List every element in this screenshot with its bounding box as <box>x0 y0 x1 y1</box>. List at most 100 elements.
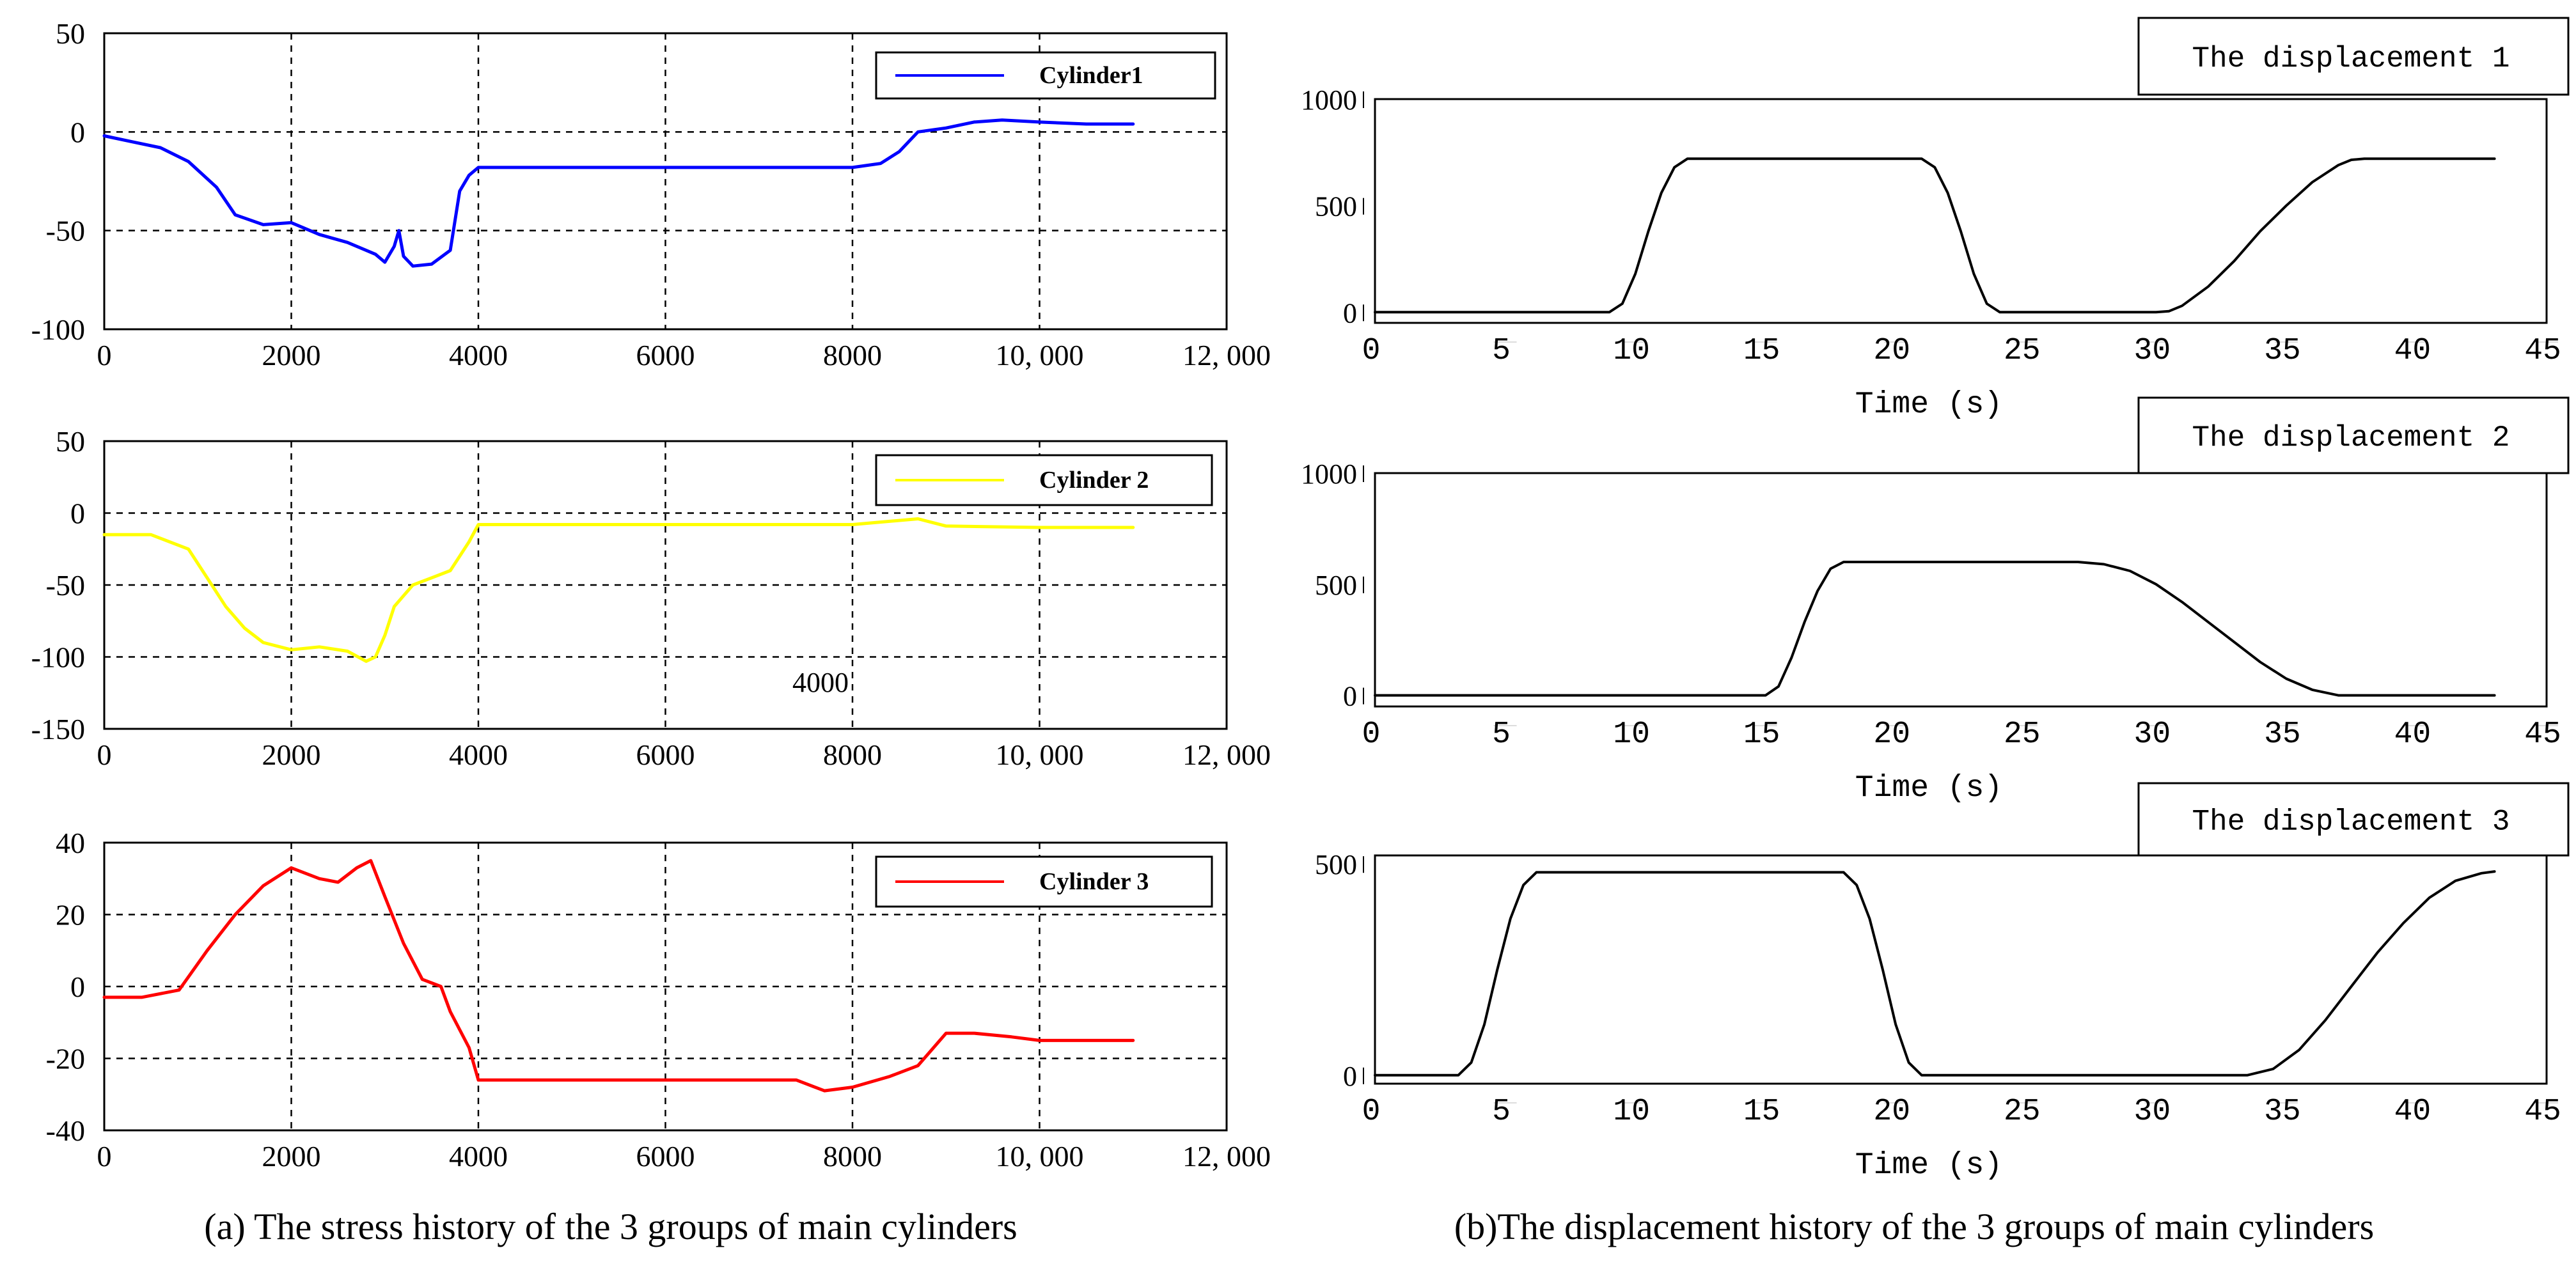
x-tick-label: 0 <box>1362 334 1381 368</box>
stray-label: 4000 <box>792 667 849 698</box>
x-axis-label: Time (s) <box>1855 1148 2002 1183</box>
x-tick-label: 5 <box>1492 334 1511 368</box>
x-tick-label: 15 <box>1743 334 1780 368</box>
x-tick-label: 40 <box>2394 334 2431 368</box>
x-tick-label: 40 <box>2394 1095 2431 1129</box>
x-tick-label: 35 <box>2264 1095 2301 1129</box>
x-tick-label: 4000 <box>449 1140 508 1173</box>
x-tick-label: 30 <box>2134 334 2171 368</box>
x-tick-label: 10 <box>1613 334 1650 368</box>
y-tick-label: 0 <box>70 971 85 1003</box>
x-tick-label: 12, 000 <box>1182 738 1271 771</box>
x-axis-label: Time (s) <box>1855 387 2002 422</box>
series-line <box>1374 157 2496 314</box>
x-tick-label: 35 <box>2264 717 2301 752</box>
y-tick-label: -100 <box>31 641 85 674</box>
legend-label: The displacement 1 <box>2192 42 2510 75</box>
y-tick-label: 0 <box>1343 1061 1357 1092</box>
legend-label: Cylinder 3 <box>1039 868 1149 895</box>
x-tick-label: 20 <box>1873 717 1910 752</box>
x-tick-label: 45 <box>2524 717 2561 752</box>
x-tick-label: 45 <box>2524 334 2561 368</box>
y-tick-label: -100 <box>31 313 85 346</box>
x-tick-label: 8000 <box>823 1140 882 1173</box>
chart-layer: 0 2000 4000 6000 8000 10, 000 12, 000500-50-10… <box>31 17 2570 1183</box>
y-tick-label: 500 <box>1315 191 1357 222</box>
x-tick-label: 45 <box>2524 1095 2561 1129</box>
series-line <box>102 517 1135 663</box>
y-tick-label: -40 <box>46 1114 85 1147</box>
chart-disp3: 0 5 10 15 20 25 30 35 40 45 500 0 The displacement 3… <box>1315 782 2570 1183</box>
x-tick-label: 6000 <box>636 738 695 771</box>
legend-label: Cylinder1 <box>1039 62 1143 89</box>
plot-area <box>1374 854 2548 1085</box>
y-tick-label: -150 <box>31 713 85 745</box>
x-tick-label: 0 <box>1362 1095 1381 1129</box>
x-tick-label: 0 <box>97 339 112 371</box>
legend-label: The displacement 3 <box>2192 806 2510 839</box>
x-tick-label: 20 <box>1873 1095 1910 1129</box>
x-tick-label: 8000 <box>823 339 882 371</box>
x-tick-label: 35 <box>2264 334 2301 368</box>
x-tick-label: 4000 <box>449 738 508 771</box>
x-tick-label: 2000 <box>262 1140 321 1173</box>
x-tick-label: 0 <box>1362 717 1381 752</box>
x-tick-label: 20 <box>1873 334 1910 368</box>
x-tick-label: 15 <box>1743 1095 1780 1129</box>
x-tick-label: 5 <box>1492 717 1511 752</box>
x-tick-label: 10 <box>1613 1095 1650 1129</box>
x-tick-label: 30 <box>2134 1095 2171 1129</box>
y-tick-label: 40 <box>56 827 85 859</box>
y-tick-label: 20 <box>56 899 85 932</box>
y-tick-label: -20 <box>46 1043 85 1075</box>
y-tick-label: 1000 <box>1301 458 1357 490</box>
x-tick-label: 2000 <box>262 339 321 371</box>
chart-disp2: 0 5 10 15 20 25 30 35 40 45 1000 500 0 The displaceme… <box>1301 396 2570 806</box>
x-tick-label: 25 <box>2004 717 2041 752</box>
plot-area <box>1374 472 2548 708</box>
x-axis-label: Time (s) <box>1855 771 2002 806</box>
y-tick-label: -50 <box>46 215 85 247</box>
legend-label: The displacement 2 <box>2192 421 2510 455</box>
y-tick-label: 0 <box>70 116 85 148</box>
series-line <box>1374 870 2496 1077</box>
x-tick-label: 8000 <box>823 738 882 771</box>
chart-disp1: 0 5 10 15 20 25 30 35 40 45 1000 500 0 The displaceme… <box>1301 17 2570 422</box>
x-tick-label: 25 <box>2004 1095 2041 1129</box>
legend-box <box>2137 782 2570 857</box>
legend-box <box>2137 396 2570 474</box>
x-tick-label: 12, 000 <box>1182 1140 1271 1173</box>
caption-left: (a) The stress history of the 3 groups o… <box>204 1206 1017 1247</box>
plot-area <box>1374 98 2548 324</box>
x-tick-label: 30 <box>2134 717 2171 752</box>
x-tick-label: 0 <box>97 1140 112 1173</box>
legend-label: Cylinder 2 <box>1039 467 1149 494</box>
x-tick-label: 10, 000 <box>996 339 1084 371</box>
x-tick-label: 5 <box>1492 1095 1511 1129</box>
x-tick-label: 10 <box>1613 717 1650 752</box>
x-tick-label: 25 <box>2004 334 2041 368</box>
series-line <box>102 118 1135 268</box>
x-tick-label: 10, 000 <box>996 1140 1084 1173</box>
y-tick-label: 500 <box>1315 570 1357 601</box>
chart-stress3: 0 2000 4000 6000 8000 10, 000 12, 000 40 20 0 -20 -… <box>46 827 1271 1173</box>
y-tick-label: 0 <box>70 497 85 530</box>
x-tick-label: 12, 000 <box>1182 339 1271 371</box>
x-tick-label: 40 <box>2394 717 2431 752</box>
x-tick-label: 6000 <box>636 1140 695 1173</box>
chart-stress1: 0 2000 4000 6000 8000 10, 000 12, 000 50 0 -50 -10… <box>31 17 1271 371</box>
legend-box <box>2137 17 2570 96</box>
y-tick-label: 500 <box>1315 849 1357 880</box>
x-tick-label: 4000 <box>449 339 508 371</box>
caption-right: (b)The displacement history of the 3 gro… <box>1454 1206 2374 1247</box>
series-line <box>102 859 1135 1093</box>
y-tick-label: 50 <box>56 17 85 50</box>
y-tick-label: 1000 <box>1301 84 1357 116</box>
y-tick-label: 0 <box>1343 297 1357 329</box>
x-tick-label: 10, 000 <box>996 738 1084 771</box>
x-tick-label: 2000 <box>262 738 321 771</box>
x-tick-label: 15 <box>1743 717 1780 752</box>
x-tick-label: 6000 <box>636 339 695 371</box>
y-tick-label: 50 <box>56 425 85 458</box>
